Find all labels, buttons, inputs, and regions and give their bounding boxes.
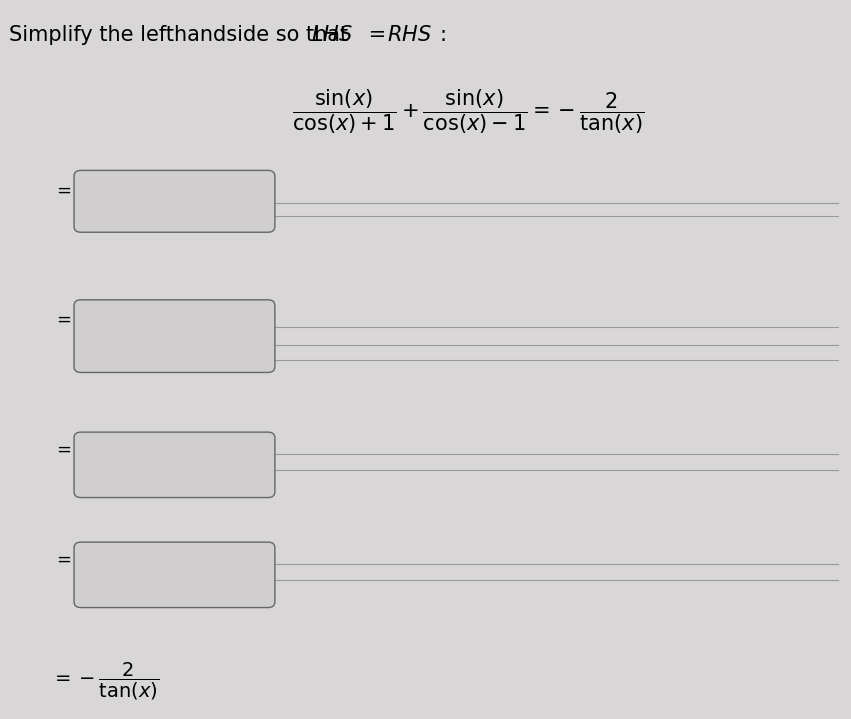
FancyBboxPatch shape — [74, 170, 275, 232]
Text: =: = — [362, 25, 392, 45]
FancyBboxPatch shape — [74, 542, 275, 608]
Text: =: = — [56, 440, 71, 459]
Text: :: : — [440, 25, 447, 45]
FancyBboxPatch shape — [74, 432, 275, 498]
Text: $=-\dfrac{2}{\tan(x)}$: $=-\dfrac{2}{\tan(x)}$ — [51, 661, 160, 702]
Text: Simplify the lefthandside so that: Simplify the lefthandside so that — [9, 25, 354, 45]
Text: $RHS$: $RHS$ — [387, 25, 432, 45]
Text: =: = — [56, 311, 71, 329]
Text: =: = — [56, 550, 71, 569]
Text: $\dfrac{\sin(x)}{\cos(x)+1}+\dfrac{\sin(x)}{\cos(x)-1}=-\dfrac{2}{\tan(x)}$: $\dfrac{\sin(x)}{\cos(x)+1}+\dfrac{\sin(… — [292, 87, 644, 136]
Text: $LHS$: $LHS$ — [311, 25, 352, 45]
FancyBboxPatch shape — [74, 300, 275, 372]
Text: =: = — [56, 181, 71, 200]
